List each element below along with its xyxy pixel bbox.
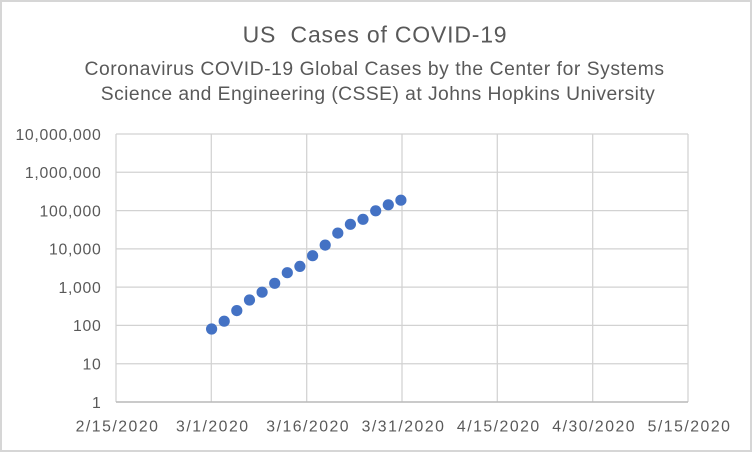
svg-text:1,000,000: 1,000,000 bbox=[25, 165, 102, 182]
svg-text:100,000: 100,000 bbox=[39, 203, 101, 220]
svg-text:Coronavirus COVID-19 Global Ca: Coronavirus COVID-19 Global Cases by the… bbox=[84, 59, 664, 80]
svg-text:1: 1 bbox=[92, 395, 102, 412]
svg-text:4/15/2020: 4/15/2020 bbox=[457, 419, 541, 436]
svg-text:US Cases of COVID-19: US Cases of COVID-19 bbox=[243, 22, 508, 48]
svg-text:10,000: 10,000 bbox=[49, 242, 102, 259]
svg-text:3/1/2020: 3/1/2020 bbox=[176, 419, 250, 436]
svg-text:4/30/2020: 4/30/2020 bbox=[552, 419, 636, 436]
svg-text:10,000,000: 10,000,000 bbox=[15, 127, 101, 144]
svg-text:Science and Engineering (CSSE): Science and Engineering (CSSE) at Johns … bbox=[101, 84, 655, 105]
svg-text:100: 100 bbox=[73, 318, 101, 335]
svg-text:3/16/2020: 3/16/2020 bbox=[266, 419, 350, 436]
svg-text:1,000: 1,000 bbox=[58, 280, 101, 297]
svg-text:5/15/2020: 5/15/2020 bbox=[648, 419, 732, 436]
svg-text:10: 10 bbox=[83, 357, 102, 374]
svg-text:3/31/2020: 3/31/2020 bbox=[362, 419, 446, 436]
svg-text:2/15/2020: 2/15/2020 bbox=[76, 419, 160, 436]
